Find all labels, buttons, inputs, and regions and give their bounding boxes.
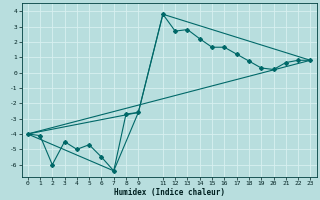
X-axis label: Humidex (Indice chaleur): Humidex (Indice chaleur) (114, 188, 225, 197)
